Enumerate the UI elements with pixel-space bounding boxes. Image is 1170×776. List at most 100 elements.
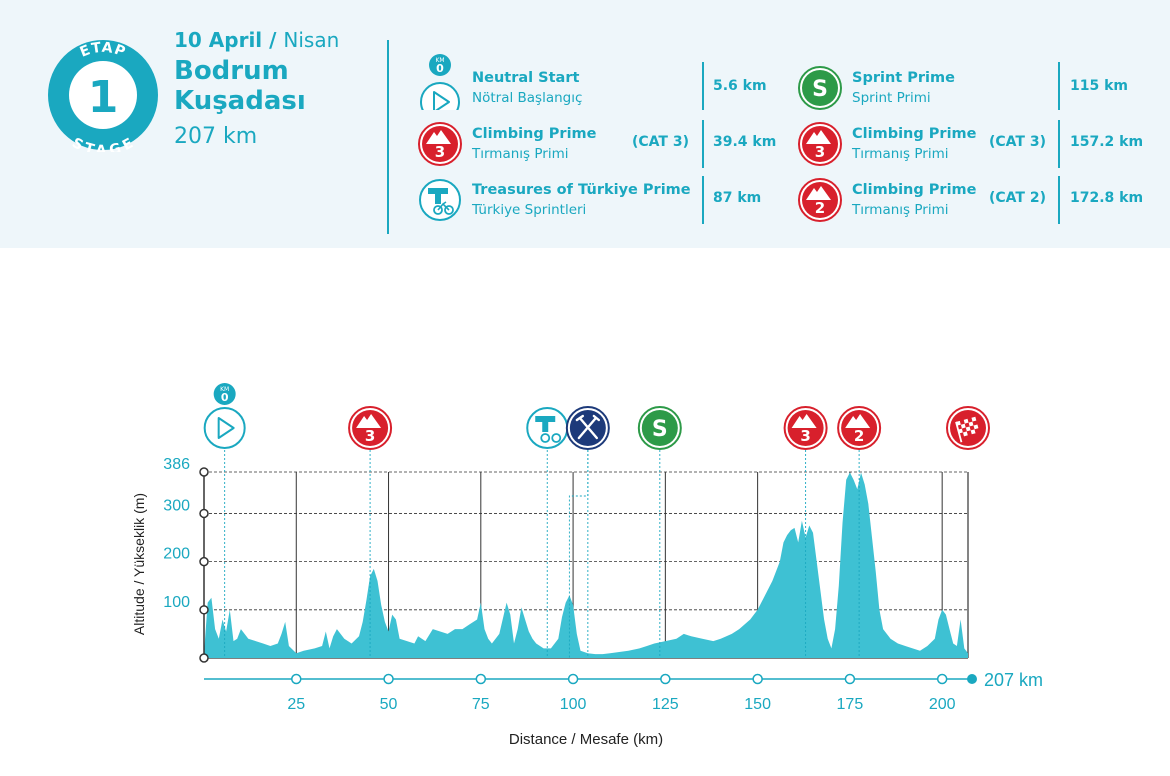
legend-subtitle: Tırmanış Primi: [472, 146, 569, 162]
sprint-letter: S: [652, 417, 668, 442]
x-tick-dot: [752, 673, 763, 685]
sprint-letter: S: [812, 77, 828, 102]
flag-square: [962, 431, 968, 437]
flag-square: [972, 420, 978, 426]
x-tick-dot: [291, 673, 302, 685]
y-tick-label: 100: [163, 594, 190, 611]
feed-zone-line: [568, 450, 589, 658]
legend-title: Neutral Start: [472, 70, 580, 86]
stage-route: Bodrum Kuşadası: [174, 56, 306, 116]
stage-number: 1: [88, 72, 119, 123]
legend-category: (CAT 3): [989, 134, 1046, 150]
treasures-t: [535, 416, 556, 432]
flag-square: [970, 429, 976, 435]
y-tick-label: 300: [163, 497, 190, 514]
stage-distance: 207 km: [174, 124, 258, 149]
legend-km: 115 km: [1070, 78, 1128, 94]
finish-city: Kuşadası: [174, 86, 306, 116]
cat-number: 2: [815, 199, 825, 217]
flag-square: [973, 424, 979, 430]
legend-treasures: Treasures of Türkiye Prime Türkiye Sprin…: [418, 176, 788, 224]
legend-sprint: S Sprint Prime Sprint Primi 115 km: [798, 62, 1158, 112]
flag-square: [960, 423, 966, 429]
x-tick-dot: [475, 673, 487, 685]
neutral-start-icon: KM 0: [420, 54, 460, 110]
feed-marker: [565, 406, 610, 450]
km-zero-text: 0: [221, 391, 229, 404]
y-axis-label: Altitude / Yükseklik (m): [131, 493, 147, 635]
neutral-start-marker: KM0: [203, 383, 246, 449]
legend-climb-3: 2 Climbing Prime Tırmanış Primi (CAT 2) …: [798, 176, 1158, 224]
flag-square: [971, 416, 977, 422]
legend-divider: [702, 176, 704, 224]
legend-km: 172.8 km: [1070, 190, 1144, 206]
climb-cat3-icon: 3: [418, 122, 462, 166]
start-city: Bodrum: [174, 56, 289, 86]
legend-subtitle: Nötral Başlangıç: [472, 90, 583, 106]
legend-title: Climbing Prime: [852, 182, 977, 198]
legend-title: Sprint Prime: [852, 70, 955, 86]
mountain-shape: [791, 414, 817, 428]
chart-markers: KM0 3 S 3 2: [203, 383, 990, 450]
x-tick-dot: [936, 673, 948, 685]
climb-category: 2: [854, 427, 864, 445]
x-tick-dot: [660, 673, 671, 685]
legend-divider: [1058, 62, 1060, 110]
bike-wheel: [551, 433, 562, 443]
flag-square: [965, 426, 971, 432]
flag-square: [961, 427, 967, 433]
legend-subtitle: Türkiye Sprintleri: [472, 202, 587, 218]
legend-subtitle: Tırmanış Primi: [852, 146, 949, 162]
x-tick-label: 125: [652, 696, 679, 713]
x-end-dot: [967, 674, 977, 684]
legend-divider: [702, 120, 704, 168]
legend-km: 39.4 km: [713, 134, 777, 150]
legend-subtitle: Sprint Primi: [852, 90, 931, 106]
climb-cat3-icon: 3: [798, 122, 842, 166]
climb-category: 3: [800, 427, 810, 445]
bike-wheel: [540, 433, 551, 443]
header-divider: [387, 40, 389, 234]
flag-square: [974, 428, 980, 434]
km-zero: 0: [436, 62, 444, 75]
legend-km: 157.2 km: [1070, 134, 1144, 150]
date-tr: Nisan: [283, 28, 340, 52]
cat-number: 3: [815, 143, 825, 161]
flag-square: [968, 421, 974, 427]
legend-divider: [1058, 120, 1060, 168]
x-tick-label: 200: [929, 696, 956, 713]
y-tick-dot: [199, 653, 209, 663]
legend-divider: [1058, 176, 1060, 224]
x-tick-label: 75: [472, 696, 490, 713]
x-tick-label: 175: [837, 696, 864, 713]
x-tick-label: 100: [560, 696, 587, 713]
climb-cat2-icon: 2: [798, 178, 842, 222]
stage-date: 10 April / Nisan: [174, 28, 339, 52]
y-axis: 100 200 300 386: [163, 456, 209, 663]
legend-category: (CAT 3): [632, 134, 689, 150]
flag-square: [963, 418, 969, 424]
legend-km: 5.6 km: [713, 78, 767, 94]
y-tick-label: 200: [163, 546, 190, 563]
mountain-shape: [356, 414, 382, 428]
x-tick-label: 150: [744, 696, 771, 713]
altitude-area: [204, 472, 968, 658]
fork-knife-shape: [575, 414, 601, 440]
flag-square: [959, 419, 965, 425]
legend-climb-1: 3 Climbing Prime Tırmanış Primi (CAT 3) …: [418, 120, 788, 168]
play-triangle: [217, 417, 235, 439]
x-axis: 25 50 75 100 125 150 175 200: [204, 673, 977, 713]
finish-marker: [946, 406, 990, 450]
sprint-icon: [641, 410, 678, 446]
legend-subtitle: Tırmanış Primi: [852, 202, 949, 218]
mountain-shape: [845, 414, 871, 428]
y-tick-dot: [199, 467, 209, 477]
flag-square: [969, 425, 975, 431]
x-axis-label: Distance / Mesafe (km): [509, 731, 663, 748]
legend-climb-2: 3 Climbing Prime Tırmanış Primi (CAT 3) …: [798, 120, 1158, 168]
legend-divider: [702, 62, 704, 110]
y-tick-dot: [199, 605, 209, 615]
y-tick-dot: [199, 556, 209, 567]
sprint-icon: S: [798, 66, 842, 110]
chart-vertical-lines: [224, 450, 860, 658]
